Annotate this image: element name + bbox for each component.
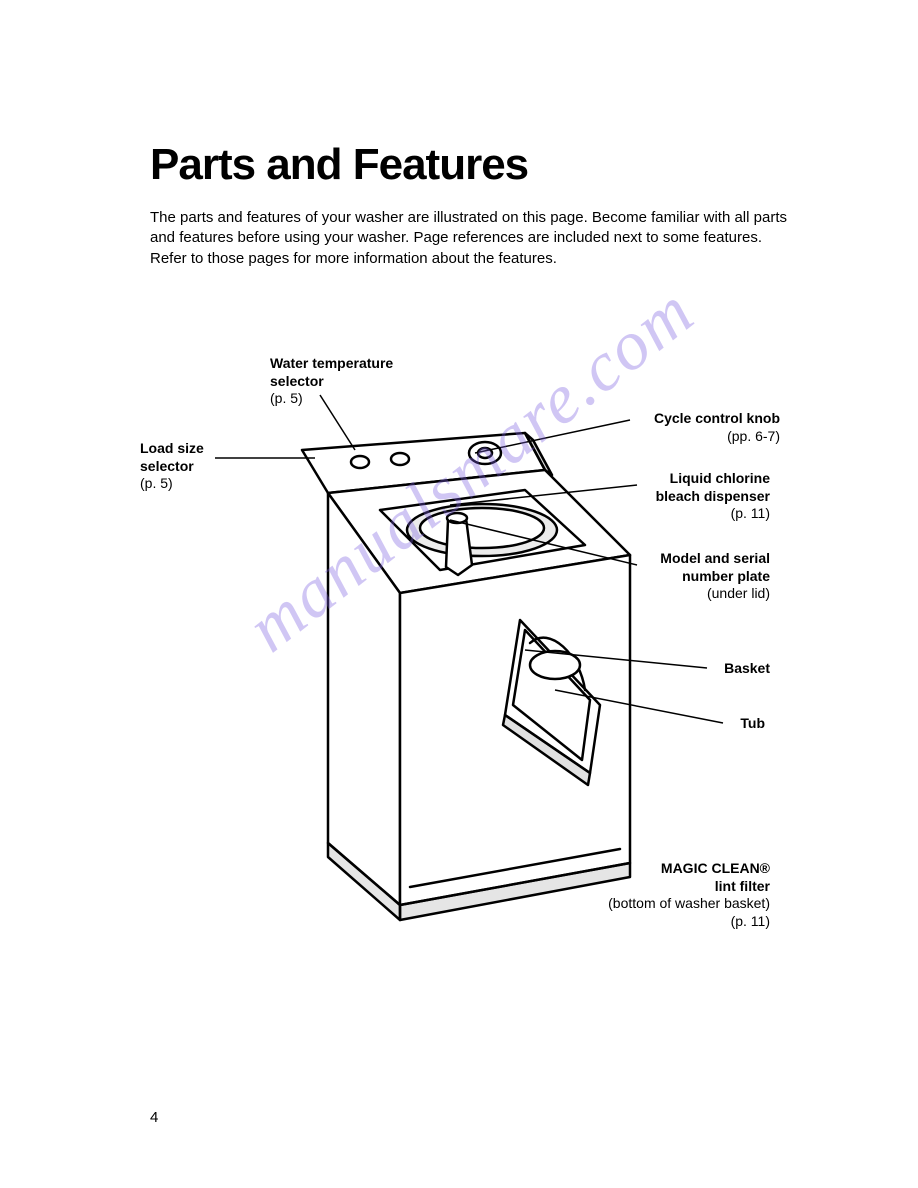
label-text: Liquid chlorine bleach dispenser [656, 470, 770, 504]
label-ref: (pp. 6-7) [727, 428, 780, 444]
label-text2: lint filter [715, 878, 770, 894]
washer-illustration [250, 425, 650, 935]
label-water-temp: Water temperature selector (p. 5) [270, 355, 420, 408]
page-title: Parts and Features [150, 140, 808, 190]
label-text: Tub [740, 715, 765, 731]
intro-paragraph: The parts and features of your washer ar… [150, 208, 790, 269]
label-sub: (under lid) [707, 585, 770, 601]
label-text: Model and serial number plate [660, 550, 770, 584]
label-ref: (p. 11) [731, 913, 770, 929]
label-bleach: Liquid chlorine bleach dispenser (p. 11) [640, 470, 770, 523]
label-cycle-knob: Cycle control knob (pp. 6-7) [635, 410, 780, 445]
page-number: 4 [150, 1109, 158, 1126]
label-text: Load size selector [140, 440, 204, 474]
label-text: Water temperature selector [270, 355, 393, 389]
label-ref: (p. 11) [731, 505, 770, 521]
label-ref: (p. 5) [270, 390, 303, 406]
diagram-area: Water temperature selector (p. 5) Load s… [140, 340, 800, 980]
label-text1: MAGIC CLEAN® [661, 860, 770, 876]
label-tub: Tub [725, 715, 765, 733]
label-text: Cycle control knob [654, 410, 780, 426]
label-load-size: Load size selector (p. 5) [140, 440, 230, 493]
label-ref: (p. 5) [140, 475, 173, 491]
label-text: Basket [724, 660, 770, 676]
label-model-plate: Model and serial number plate (under lid… [640, 550, 770, 603]
label-basket: Basket [710, 660, 770, 678]
